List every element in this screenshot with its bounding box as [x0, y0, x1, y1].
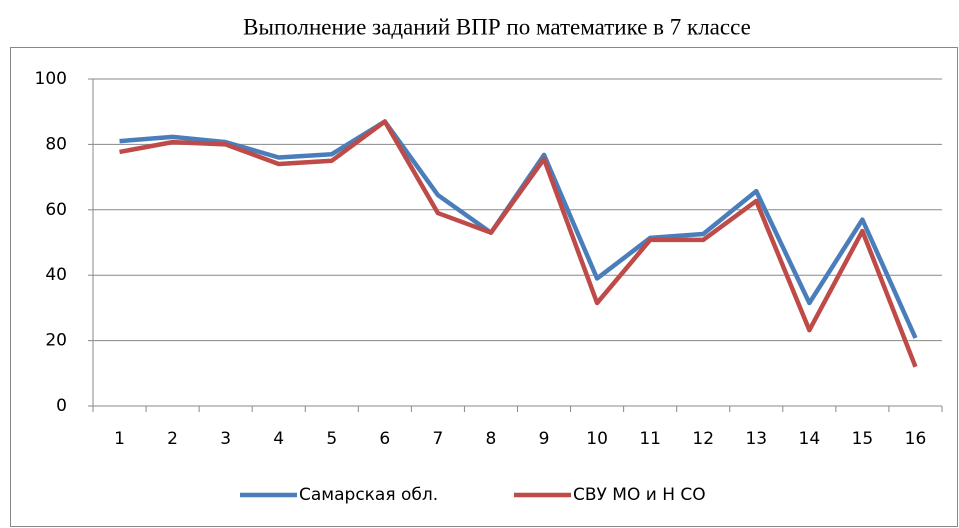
y-tick-label: 0 [56, 396, 67, 416]
y-tick-label: 60 [45, 200, 67, 220]
y-tick-label: 80 [45, 134, 67, 154]
chart-title: Выполнение заданий ВПР по математике в 7… [243, 14, 751, 39]
x-tick-label: 11 [639, 429, 661, 449]
x-tick-label: 2 [167, 429, 178, 449]
x-tick-label: 5 [326, 429, 337, 449]
x-tick-label: 14 [799, 429, 821, 449]
legend-label: Самарская обл. [299, 485, 438, 505]
x-tick-label: 13 [745, 429, 767, 449]
x-tick-label: 9 [539, 429, 550, 449]
series-line [119, 119, 918, 368]
x-tick-label: 7 [432, 429, 443, 449]
x-tick-label: 16 [905, 429, 927, 449]
x-tick-label: 8 [486, 429, 497, 449]
y-tick-label: 40 [45, 265, 67, 285]
x-tick-label: 12 [692, 429, 714, 449]
chart-border [10, 47, 958, 527]
series-line [119, 119, 918, 339]
y-tick-label: 20 [45, 331, 67, 351]
x-tick-label: 10 [586, 429, 608, 449]
y-tick-label: 100 [35, 69, 67, 89]
legend-label: СВУ МО и Н СО [573, 485, 706, 505]
x-tick-label: 4 [273, 429, 284, 449]
x-tick-label: 1 [114, 429, 125, 449]
x-tick-label: 6 [379, 429, 390, 449]
x-tick-label: 15 [852, 429, 874, 449]
x-tick-label: 3 [220, 429, 231, 449]
